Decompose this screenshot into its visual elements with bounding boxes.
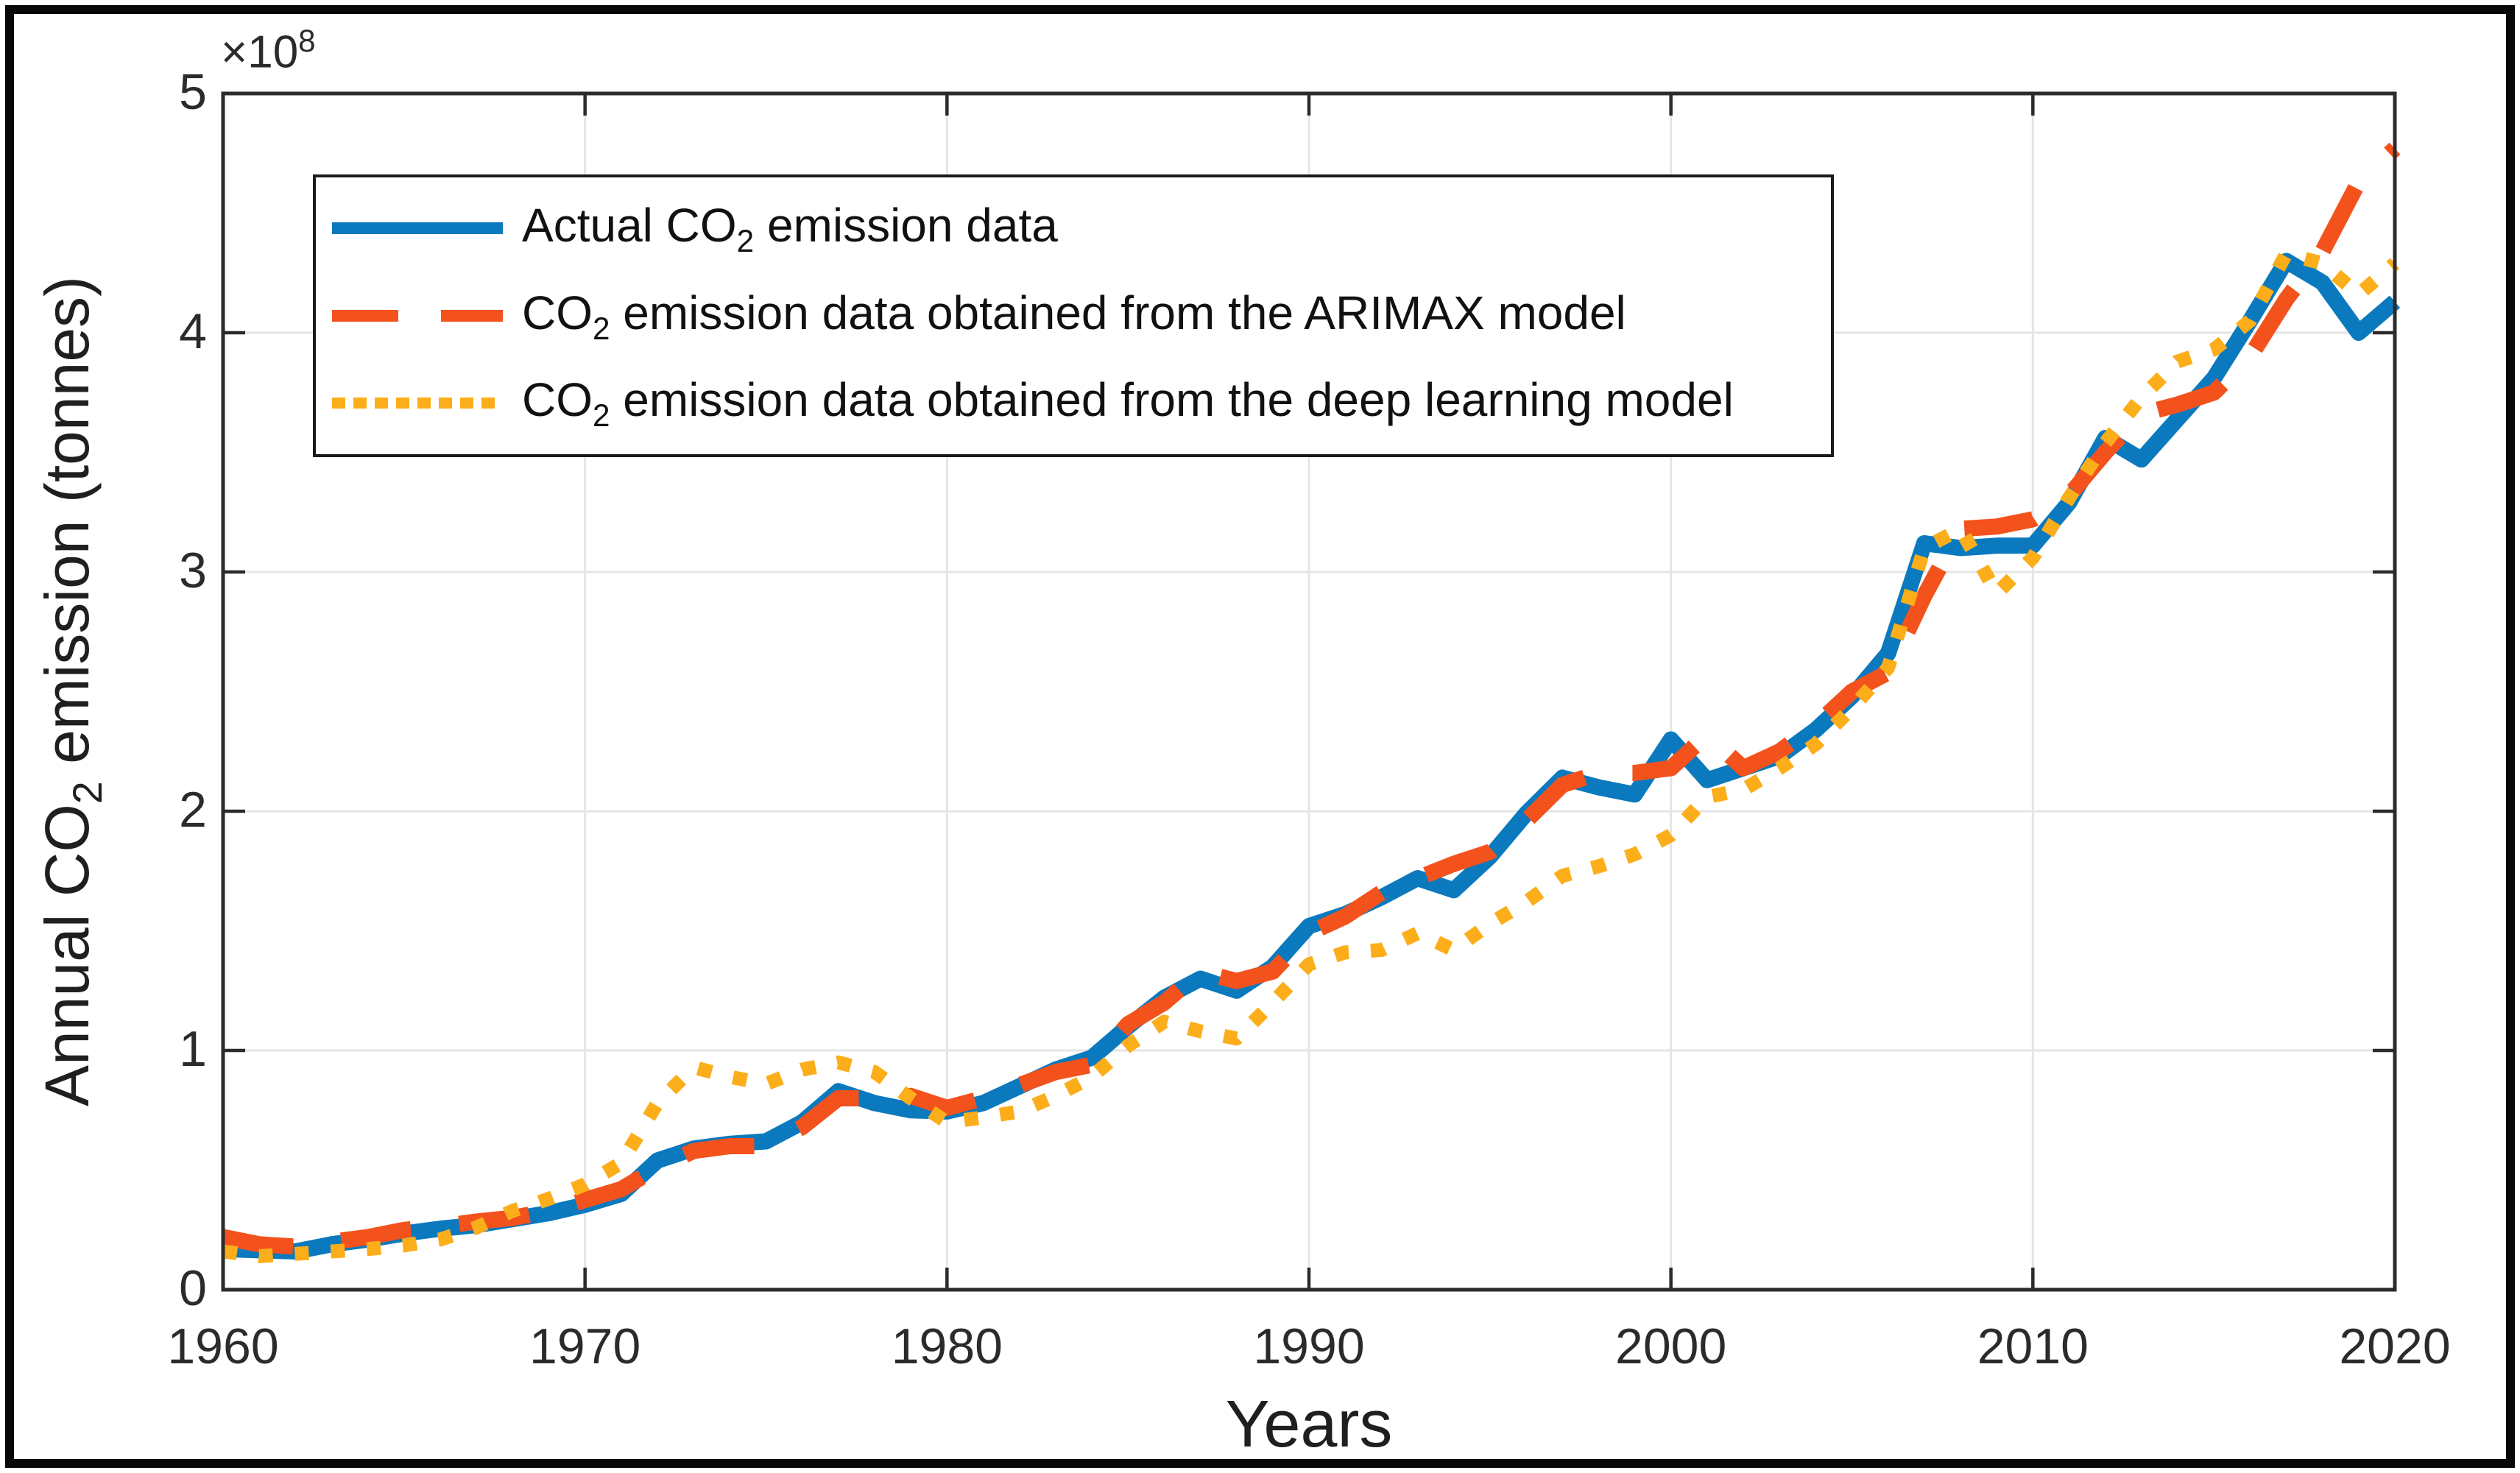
y-tick-label: 1 [179, 1021, 207, 1077]
legend-swatch-solid-line [332, 222, 503, 235]
y-tick-label: 5 [179, 64, 207, 120]
y-tick-label: 0 [179, 1260, 207, 1316]
legend-item-actual: Actual CO2 emission data [332, 198, 1831, 259]
y-exponent-power: 8 [298, 24, 316, 58]
legend-swatch-dashed-line [332, 309, 503, 322]
x-tick-label: 2020 [2339, 1318, 2451, 1374]
x-tick-label: 1970 [529, 1318, 641, 1374]
legend-item-deep-learning: CO2 emission data obtained from the deep… [332, 372, 1831, 434]
y-tick-label: 4 [179, 303, 207, 359]
y-tick-label: 2 [179, 782, 207, 838]
y-axis-exponent: ×108 [221, 24, 316, 79]
series-line-deep [222, 247, 2400, 1263]
x-tick-label: 2000 [1615, 1318, 1727, 1374]
y-axis-title: Annual CO2 emission (tonnes) [32, 275, 110, 1107]
x-tick-label: 2010 [1977, 1318, 2089, 1374]
legend: Actual CO2 emission data CO2 emission da… [313, 174, 1834, 457]
x-tick-label: 1960 [167, 1318, 279, 1374]
x-tick-label: 1980 [891, 1318, 1003, 1374]
series-line-arimax [221, 142, 2401, 1255]
x-tick-label: 1990 [1253, 1318, 1365, 1374]
legend-label: Actual CO2 emission data [522, 198, 1058, 258]
y-tick-label: 3 [179, 543, 207, 598]
x-axis-title: Years [1225, 1388, 1393, 1461]
y-exponent-base: ×10 [221, 27, 299, 78]
legend-item-arimax: CO2 emission data obtained from the ARIM… [332, 286, 1831, 347]
legend-swatch-dotted-line [332, 398, 503, 409]
legend-label: CO2 emission data obtained from the ARIM… [522, 286, 1626, 346]
legend-label: CO2 emission data obtained from the deep… [522, 373, 1734, 434]
